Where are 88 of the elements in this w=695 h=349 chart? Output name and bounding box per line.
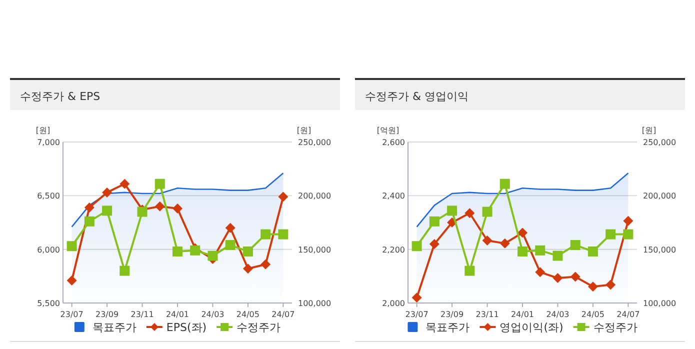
point	[66, 275, 77, 286]
point	[412, 292, 422, 303]
y-tick-label: 2,000	[382, 299, 405, 308]
point	[172, 204, 182, 214]
legend-label: EPS(좌)	[166, 321, 207, 334]
y2-tick-label: 100,000	[298, 299, 332, 308]
point	[260, 259, 271, 270]
y2-tick-label: 150,000	[298, 245, 332, 254]
x-tick-label: 24/01	[166, 310, 190, 319]
y2-tick-label: 250,000	[643, 138, 676, 147]
point	[242, 246, 253, 256]
x-tick-label: 23/11	[476, 310, 499, 319]
x-tick-label: 23/09	[96, 310, 119, 319]
y-axis-title: [원]	[36, 126, 50, 135]
y-axis-title: [억원]	[376, 126, 400, 135]
y2-tick-label: 200,000	[643, 192, 676, 201]
x-tick-label: 24/07	[616, 310, 640, 319]
point	[278, 229, 288, 240]
legend-label: 수정주가	[593, 321, 638, 334]
point	[172, 246, 182, 256]
x-tick-label: 24/05	[581, 310, 604, 319]
x-tick-label: 23/07	[60, 310, 84, 319]
y-tick-label: 6,500	[37, 192, 60, 201]
point	[464, 266, 475, 276]
x-tick-label: 24/01	[510, 310, 534, 319]
y-tick-label: 7,000	[37, 138, 60, 147]
y2-tick-label: 200,000	[298, 192, 332, 201]
point	[552, 250, 563, 261]
point	[500, 178, 510, 189]
point	[225, 222, 236, 233]
point	[482, 206, 492, 217]
point	[120, 178, 130, 189]
point	[429, 216, 440, 226]
chart-title: 수정주가 & 영업이익	[365, 90, 469, 103]
legend-label: 목표주가	[426, 321, 470, 334]
x-tick-label: 24/03	[546, 310, 570, 319]
point	[447, 206, 458, 216]
point	[84, 202, 94, 212]
legend-label: 수정주가	[236, 321, 281, 334]
x-tick-label: 24/07	[272, 310, 295, 319]
point	[588, 246, 598, 256]
point	[570, 240, 580, 250]
point	[120, 266, 130, 276]
x-tick-label: 24/03	[201, 310, 224, 319]
point	[482, 235, 492, 246]
point	[154, 178, 165, 189]
point	[208, 250, 218, 261]
point	[535, 245, 546, 256]
y2-tick-label: 100,000	[643, 299, 676, 308]
point	[278, 192, 288, 202]
point	[102, 206, 112, 216]
point	[412, 241, 422, 252]
point	[535, 267, 546, 278]
point	[154, 201, 165, 212]
point	[606, 229, 616, 240]
y2-tick-label: 150,000	[643, 245, 676, 254]
point	[102, 187, 112, 198]
x-tick-label: 24/05	[236, 310, 260, 319]
point	[84, 216, 94, 226]
point	[570, 272, 580, 282]
x-tick-label: 23/11	[130, 310, 154, 319]
chart-title: 수정주가 & EPS	[20, 90, 100, 103]
y2-axis-title: [원]	[296, 126, 312, 135]
point	[464, 208, 475, 218]
legend-label: 목표주가	[92, 321, 136, 334]
legend-label: 영업이익(좌)	[500, 321, 564, 334]
point	[66, 241, 77, 252]
point	[623, 229, 634, 240]
point	[518, 228, 528, 238]
point	[518, 246, 528, 256]
y-tick-label: 5,500	[37, 299, 60, 308]
point	[242, 264, 253, 274]
x-tick-label: 23/09	[440, 310, 464, 319]
point	[429, 238, 440, 249]
point	[552, 273, 563, 284]
point	[500, 238, 510, 248]
point	[260, 229, 271, 240]
x-tick-label: 23/07	[405, 310, 428, 319]
y2-tick-label: 250,000	[298, 138, 332, 147]
y-tick-label: 2,600	[382, 138, 405, 147]
point	[225, 240, 236, 250]
point	[588, 282, 598, 292]
y2-axis-title: [원]	[642, 126, 656, 135]
point	[623, 216, 634, 226]
y-tick-label: 2,200	[382, 245, 405, 254]
y-tick-label: 2,400	[382, 192, 405, 201]
y-tick-label: 6,000	[37, 245, 60, 254]
point	[606, 280, 616, 290]
